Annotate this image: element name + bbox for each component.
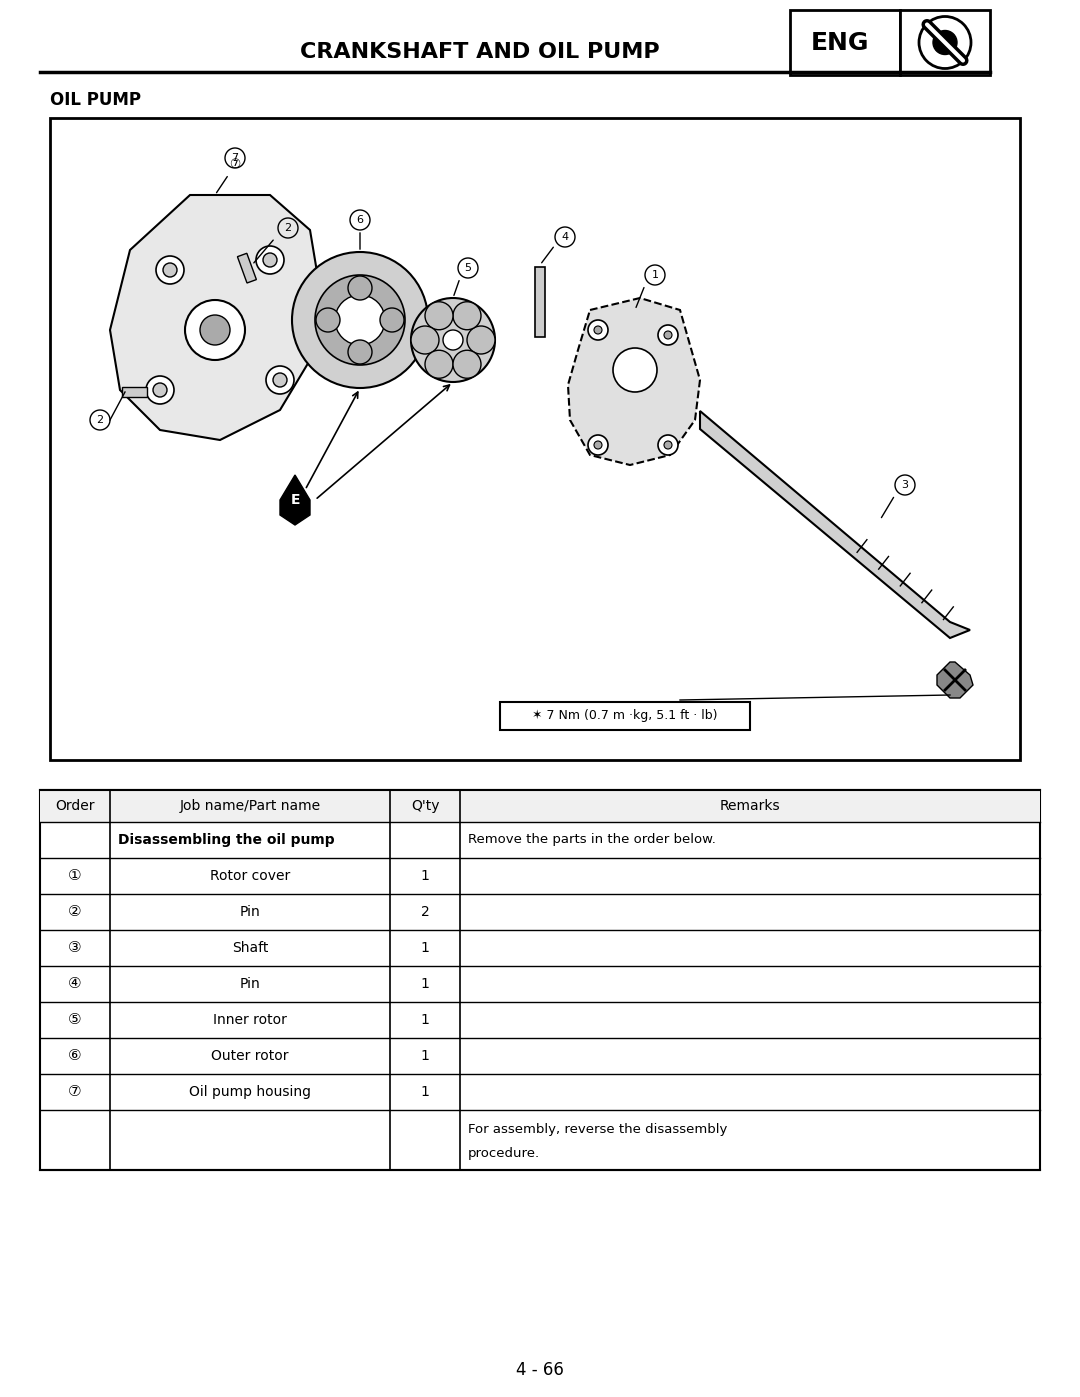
Text: ✶ 7 Nm (0.7 m ·kg, 5.1 ft · lb): ✶ 7 Nm (0.7 m ·kg, 5.1 ft · lb) (532, 710, 718, 722)
Circle shape (658, 434, 678, 455)
Circle shape (316, 307, 340, 332)
Text: 6: 6 (356, 215, 364, 225)
Bar (500, 703, 750, 731)
Text: ②: ② (68, 904, 82, 919)
Bar (535, 267, 545, 337)
Circle shape (348, 277, 372, 300)
Text: Disassembling the oil pump: Disassembling the oil pump (118, 833, 335, 847)
Text: 2: 2 (420, 905, 430, 919)
Circle shape (348, 339, 372, 365)
Circle shape (588, 320, 608, 339)
Text: 4 - 66: 4 - 66 (516, 1361, 564, 1379)
Text: ⑦: ⑦ (68, 1084, 82, 1099)
Text: ⑦: ⑦ (217, 158, 241, 193)
Text: Pin: Pin (240, 977, 260, 990)
Text: ENG: ENG (811, 31, 869, 54)
Text: 1: 1 (420, 1085, 430, 1099)
Text: Rotor cover: Rotor cover (210, 869, 291, 883)
Polygon shape (700, 411, 970, 638)
Circle shape (292, 251, 428, 388)
Text: Outer rotor: Outer rotor (212, 1049, 288, 1063)
Circle shape (163, 263, 177, 277)
Text: 1: 1 (651, 270, 659, 279)
Circle shape (266, 366, 294, 394)
Text: 1: 1 (420, 869, 430, 883)
Text: 1: 1 (420, 977, 430, 990)
Text: Oil pump housing: Oil pump housing (189, 1085, 311, 1099)
Circle shape (467, 326, 495, 353)
Text: 1: 1 (420, 1013, 430, 1027)
Circle shape (315, 275, 405, 365)
Circle shape (153, 383, 167, 397)
Text: 5: 5 (464, 263, 472, 272)
Bar (238, 253, 256, 284)
Circle shape (411, 298, 495, 381)
Circle shape (185, 300, 245, 360)
Polygon shape (568, 298, 700, 465)
Text: 7: 7 (231, 154, 239, 163)
Circle shape (443, 330, 463, 351)
Text: OIL PUMP: OIL PUMP (50, 91, 141, 109)
Bar (900, 10, 990, 75)
Polygon shape (937, 662, 973, 698)
Text: For assembly, reverse the disassembly: For assembly, reverse the disassembly (468, 1123, 727, 1136)
Text: ⑤: ⑤ (68, 1013, 82, 1028)
Text: Job name/Part name: Job name/Part name (179, 799, 321, 813)
Circle shape (335, 295, 384, 345)
Circle shape (264, 253, 276, 267)
Text: 3: 3 (902, 481, 908, 490)
Text: Remove the parts in the order below.: Remove the parts in the order below. (468, 834, 716, 847)
Text: Order: Order (55, 799, 95, 813)
Circle shape (594, 441, 602, 448)
Text: procedure.: procedure. (468, 1147, 540, 1160)
Circle shape (200, 314, 230, 345)
Bar (40, 789, 1040, 1171)
Circle shape (453, 351, 481, 379)
Circle shape (664, 441, 672, 448)
Text: E: E (291, 493, 300, 507)
Circle shape (933, 31, 957, 54)
Text: CRANKSHAFT AND OIL PUMP: CRANKSHAFT AND OIL PUMP (300, 42, 660, 61)
Circle shape (256, 246, 284, 274)
Text: ①: ① (68, 869, 82, 883)
Text: Inner rotor: Inner rotor (213, 1013, 287, 1027)
Circle shape (453, 302, 481, 330)
Text: ③: ③ (68, 940, 82, 956)
Circle shape (273, 373, 287, 387)
Bar (40, 789, 1040, 821)
Text: Shaft: Shaft (232, 942, 268, 956)
Text: Remarks: Remarks (719, 799, 781, 813)
Text: ⑥: ⑥ (68, 1049, 82, 1063)
Circle shape (426, 302, 453, 330)
Circle shape (594, 326, 602, 334)
Bar (122, 387, 147, 397)
Text: Q'ty: Q'ty (410, 799, 440, 813)
Circle shape (658, 326, 678, 345)
Polygon shape (280, 475, 310, 525)
Text: 1: 1 (420, 1049, 430, 1063)
Circle shape (156, 256, 184, 284)
Text: ④: ④ (68, 977, 82, 992)
Circle shape (426, 351, 453, 379)
Text: Pin: Pin (240, 905, 260, 919)
Circle shape (411, 326, 438, 353)
Text: 2: 2 (284, 224, 292, 233)
Polygon shape (110, 196, 320, 440)
Bar (50, 117, 1020, 760)
Circle shape (588, 434, 608, 455)
Text: 1: 1 (420, 942, 430, 956)
Circle shape (664, 331, 672, 339)
Circle shape (380, 307, 404, 332)
Bar (789, 10, 900, 75)
Text: 4: 4 (562, 232, 568, 242)
Circle shape (146, 376, 174, 404)
Circle shape (613, 348, 657, 393)
Text: 2: 2 (96, 415, 104, 425)
